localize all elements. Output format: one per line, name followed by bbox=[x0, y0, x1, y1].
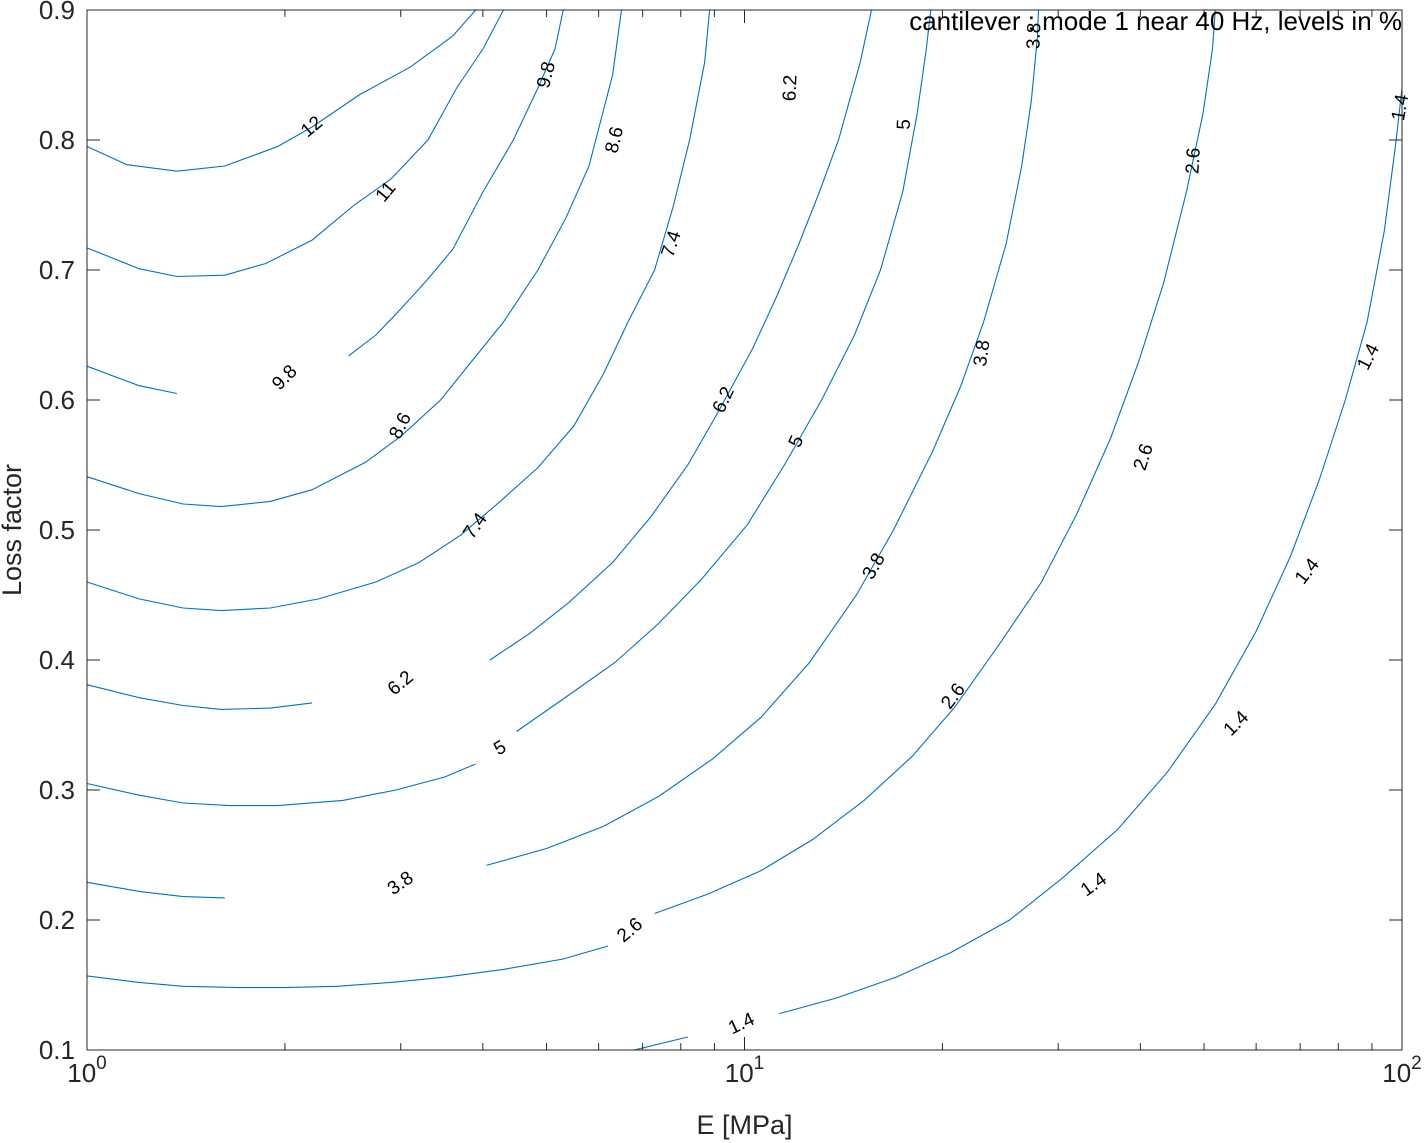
contour-line-1-4 bbox=[634, 1036, 688, 1051]
y-tick-label: 0.7 bbox=[39, 255, 75, 285]
contour-line-6-2 bbox=[86, 684, 313, 710]
contour-label: 6.2 bbox=[780, 74, 802, 101]
contour-label: 3.8 bbox=[1023, 22, 1045, 49]
contour-line-3-8 bbox=[86, 881, 225, 899]
contour-line-12 bbox=[86, 9, 477, 172]
x-tick-label: 101 bbox=[725, 1053, 765, 1088]
y-axis-title: Loss factor bbox=[0, 464, 27, 596]
y-tick-label: 0.2 bbox=[39, 905, 75, 935]
contour-label: 3.8 bbox=[970, 339, 994, 368]
contour-line-2-6 bbox=[654, 9, 1216, 915]
y-tick-label: 0.5 bbox=[39, 515, 75, 545]
contour-line-6-2 bbox=[489, 9, 873, 661]
contour-label: 2.6 bbox=[1182, 147, 1204, 174]
axis-ticks bbox=[86, 9, 1403, 1051]
contour-line-11 bbox=[86, 9, 504, 278]
tick-labels: 0.1 0.2 0.3 0.4 0.5 0.6 0.7 0.8 0.9 100 101 102 bbox=[39, 0, 1422, 1088]
contour-line-9-8 bbox=[348, 9, 564, 357]
x-axis-title: E [MPa] bbox=[696, 1110, 792, 1140]
contour-line-7-4 bbox=[86, 9, 711, 612]
contour-label: 5 bbox=[894, 119, 915, 130]
contour-line-3-8 bbox=[486, 9, 1040, 866]
contour-line-5 bbox=[86, 763, 476, 807]
y-tick-label: 0.4 bbox=[39, 645, 75, 675]
contour-line-2-6 bbox=[86, 945, 609, 989]
y-tick-label: 0.3 bbox=[39, 775, 75, 805]
x-tick-label: 100 bbox=[67, 1053, 107, 1088]
contour-line-5 bbox=[516, 9, 932, 732]
contour-label: 1.4 bbox=[1388, 92, 1413, 122]
y-tick-label: 0.9 bbox=[39, 0, 75, 25]
y-tick-label: 0.8 bbox=[39, 125, 75, 155]
contour-lines bbox=[86, 9, 1403, 1051]
contour-line-8-6 bbox=[86, 9, 623, 508]
y-tick-label: 0.1 bbox=[39, 1035, 75, 1065]
contour-line-1-4 bbox=[779, 87, 1403, 1015]
contour-line-9-8 bbox=[86, 365, 178, 395]
y-tick-label: 0.6 bbox=[39, 385, 75, 415]
x-tick-label: 102 bbox=[1382, 1053, 1422, 1088]
chart-title: cantilever : mode 1 near 40 Hz, levels i… bbox=[909, 6, 1402, 36]
